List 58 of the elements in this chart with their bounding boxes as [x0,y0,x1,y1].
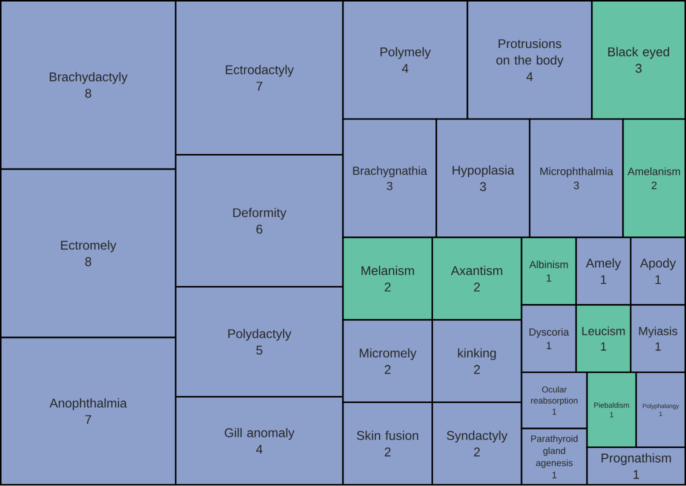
category-label: Apody [640,258,676,270]
category-label: Parathyroid gland agenesis [531,435,578,468]
category-label: Ocular reabsorption [531,386,578,406]
category-label: Myiasis [639,326,678,338]
data-label: 8 [85,257,92,266]
data-label: 3 [636,64,642,74]
category-label: Ectrodactyly [226,65,294,77]
category-label: Gill anomaly [224,428,294,440]
category-label: Amely [586,258,621,270]
category-label: Amelanism [628,168,680,176]
category-label: kinking [458,348,496,360]
data-label: 1 [634,470,640,480]
category-label: Anophthalmia [50,398,127,410]
category-label: Syndactyly [446,430,508,443]
data-label: 1 [601,342,606,351]
data-label: 1 [546,342,552,350]
category-label: Black eyed [608,47,670,60]
category-label: Micromely [360,348,416,360]
data-label: 2 [384,365,391,374]
data-label: 1 [552,472,556,478]
category-label: Prognathism [602,453,671,466]
category-label: Protrusions on the body [496,39,564,68]
data-label: 4 [526,72,533,82]
data-label: 5 [256,346,262,355]
data-label: 2 [652,182,657,190]
category-label: Brachygnathia [353,166,428,178]
data-label: 7 [256,82,262,91]
data-label: 3 [574,182,579,190]
data-label: 3 [386,182,392,190]
data-label: 2 [474,365,480,374]
category-label: Polydactyly [228,329,292,341]
data-label: 2 [474,282,480,292]
category-label: Microphthalmia [540,167,614,178]
category-label: Leucism [582,326,625,336]
data-label: 2 [474,448,480,457]
category-label: Deformity [233,208,286,220]
category-label: Skin fusion [356,430,418,440]
data-label: 1 [656,342,661,351]
data-label: 7 [85,415,92,424]
category-label: Ectromely [61,240,116,252]
data-label: 1 [546,274,552,282]
data-label: 2 [384,282,391,292]
data-label: 2 [384,448,391,457]
category-label: Dyscoria [530,328,570,338]
category-label: Axantism [450,266,502,276]
category-label: Hypoplasia [452,166,514,178]
data-label: 1 [655,275,661,284]
category-label: Polymely [380,47,431,60]
data-label: 8 [85,89,92,98]
data-label: 4 [256,445,262,454]
data-label: 3 [480,182,486,192]
data-label: 6 [256,224,262,234]
data-label: 4 [402,64,408,73]
category-label: Albinism [529,260,568,268]
data-label: 1 [600,275,606,284]
data-label: 1 [552,409,556,415]
category-label: Melanism [362,266,414,276]
category-label: Brachydactyly [50,72,128,84]
